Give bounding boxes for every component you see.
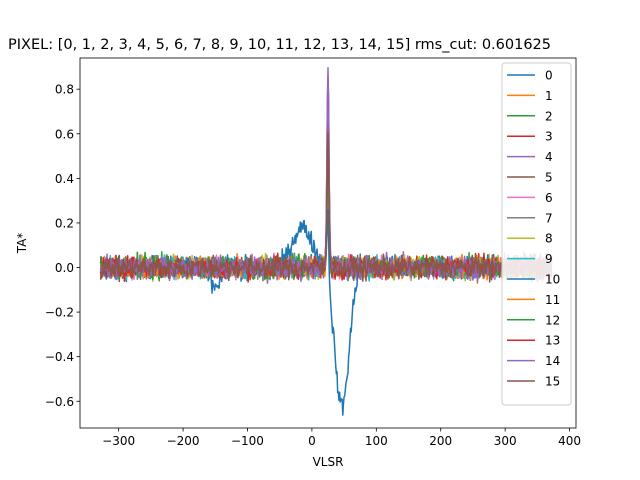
y-tick-label: 0.2 (55, 216, 74, 230)
y-tick-label: −0.4 (45, 350, 74, 364)
legend-label-9: 9 (545, 252, 553, 266)
y-tick-label: −0.6 (45, 395, 74, 409)
legend-label-3: 3 (545, 130, 553, 144)
x-axis-label: VLSR (313, 455, 344, 469)
legend-label-14: 14 (545, 354, 560, 368)
plot-frame (79, 57, 577, 429)
legend-label-4: 4 (545, 150, 553, 164)
x-tick-label: 100 (365, 434, 388, 448)
legend-box (501, 62, 572, 406)
legend-label-15: 15 (545, 375, 560, 389)
legend-label-12: 12 (545, 313, 560, 327)
legend-label-6: 6 (545, 191, 553, 205)
x-tick-label: −200 (167, 434, 200, 448)
legend-label-7: 7 (545, 211, 553, 225)
legend-label-8: 8 (545, 232, 553, 246)
y-tick-label: 0.8 (55, 83, 74, 97)
y-axis-ticks: −0.6 −0.4 −0.2 0.0 0.2 0.4 0.6 0.8 (45, 83, 80, 409)
series-line-15 (99, 131, 553, 282)
y-tick-label: 0.6 (55, 127, 74, 141)
legend-label-10: 10 (545, 273, 560, 287)
x-tick-label: −100 (231, 434, 264, 448)
legend-label-2: 2 (545, 109, 553, 123)
chart-title: PIXEL: [0, 1, 2, 3, 4, 5, 6, 7, 8, 9, 10… (8, 37, 551, 53)
legend-label-5: 5 (545, 171, 553, 185)
x-tick-label: 0 (308, 434, 316, 448)
series-lines (99, 67, 553, 416)
legend-label-13: 13 (545, 334, 560, 348)
x-tick-label: 300 (494, 434, 517, 448)
x-axis-ticks: −300 −200 −100 0 100 200 300 400 (102, 428, 581, 448)
legend-label-0: 0 (545, 69, 553, 83)
y-tick-label: 0.0 (55, 261, 74, 275)
y-tick-label: −0.2 (45, 306, 74, 320)
y-axis-label: TA* (15, 233, 29, 255)
x-tick-label: 400 (558, 434, 581, 448)
legend-label-1: 1 (545, 89, 553, 103)
y-tick-label: 0.4 (55, 172, 74, 186)
x-tick-label: −300 (102, 434, 135, 448)
x-tick-label: 200 (429, 434, 452, 448)
legend-label-11: 11 (545, 293, 560, 307)
